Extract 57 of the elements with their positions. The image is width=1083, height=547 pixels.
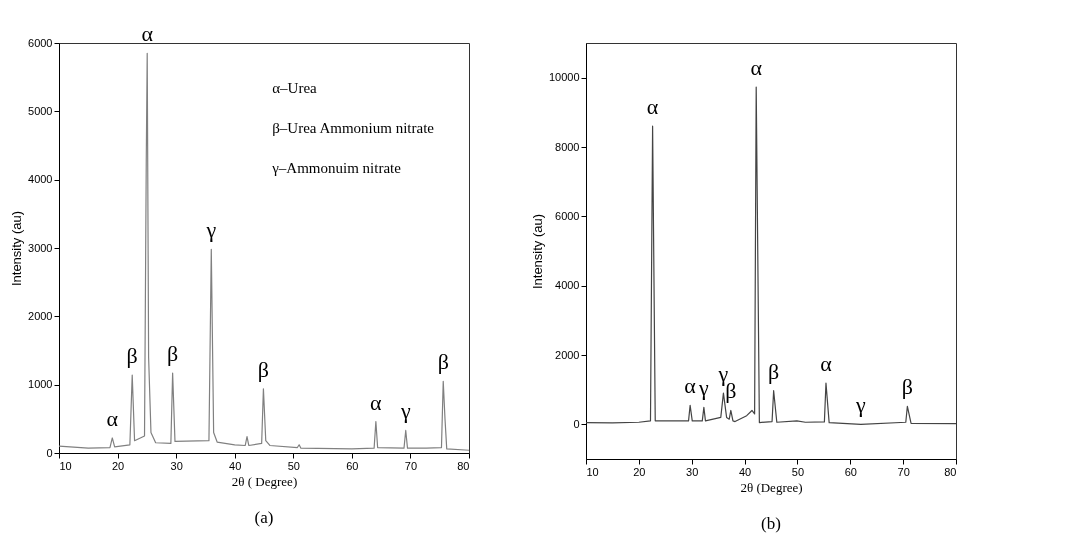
y-tick-label: 5000 [28, 104, 53, 117]
annotation: β [437, 349, 449, 375]
text: (b) [761, 514, 781, 533]
annotation: γ [399, 398, 411, 424]
annotation: β [725, 378, 737, 404]
annotation: β [126, 343, 138, 369]
x-tick-label: 80 [457, 459, 470, 472]
y-tick-label: 0 [573, 417, 580, 430]
annotation: γ [854, 392, 866, 418]
x-tick-label: 50 [791, 465, 805, 478]
x-tick-label: 10 [586, 465, 599, 478]
x-tick-label: 80 [944, 465, 957, 478]
x-tick-label: 70 [404, 459, 418, 472]
text: (a) [254, 508, 274, 527]
y-tick-label: 2000 [555, 348, 580, 361]
annotation: β–Urea Ammonium nitrate [272, 120, 435, 136]
y-tick-label: 1000 [28, 378, 53, 391]
annotation: α [820, 351, 833, 377]
x-tick-label: 30 [170, 459, 183, 472]
x-tick-label: 70 [897, 465, 910, 478]
annotation: β [901, 374, 913, 400]
y-tick-label: 0 [46, 446, 53, 459]
line-series [586, 86, 956, 425]
y-tick-label: 4000 [28, 173, 53, 186]
y-axis-title: Intensity (au) [9, 210, 25, 287]
y-tick-label: 4000 [555, 279, 580, 292]
x-tick-label: 60 [844, 465, 857, 478]
x-tick-label: 50 [287, 459, 300, 472]
annotation: α [370, 389, 383, 415]
annotation: α [684, 373, 697, 399]
annotation: γ–Ammonuim nitrate [271, 160, 402, 176]
x-tick-label: 20 [111, 459, 125, 472]
y-tick-label: 2000 [28, 309, 53, 322]
annotation: α [750, 55, 763, 81]
x-tick-label: 10 [59, 459, 72, 472]
x-axis-title: 2θ ( Degree) [231, 473, 298, 489]
x-tick-label: 40 [229, 459, 242, 472]
annotation: β [167, 341, 179, 367]
annotation: α [141, 21, 154, 47]
annotation: β [257, 356, 270, 382]
y-tick-label: 6000 [28, 36, 53, 49]
y-tick-label: 6000 [555, 209, 580, 222]
y-tick-label: 10000 [548, 71, 580, 84]
annotation: α [646, 94, 659, 120]
annotation: α–Urea [272, 80, 318, 96]
annotation: γ [205, 217, 217, 243]
x-axis-title: 2θ (Degree) [740, 479, 803, 495]
annotation: γ [698, 375, 709, 401]
y-axis-title: Intensity (au) [529, 213, 545, 290]
annotation: α [106, 405, 119, 431]
x-tick-label: 20 [633, 465, 646, 478]
x-tick-label: 60 [346, 459, 359, 472]
x-tick-label: 40 [738, 465, 752, 478]
y-tick-label: 3000 [28, 241, 53, 254]
y-tick-label: 8000 [555, 140, 580, 153]
x-tick-label: 30 [686, 465, 699, 478]
annotation: β [768, 358, 780, 384]
